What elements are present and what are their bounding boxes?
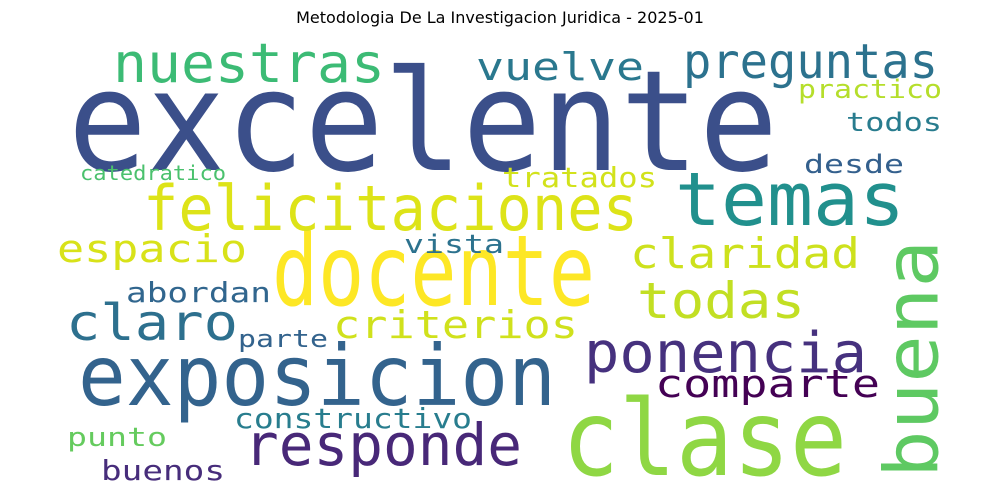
word-excelente: excelente: [68, 41, 778, 204]
word-parte: parte: [238, 325, 328, 353]
word-clase: clase: [562, 378, 847, 500]
word-ponencia: ponencia: [584, 321, 867, 386]
word-vuelve: vuelve: [476, 45, 644, 89]
word-abordan: abordan: [126, 276, 271, 309]
word-todas: todas: [637, 272, 805, 330]
word-todos: todos: [846, 108, 942, 138]
word-constructivo: constructivo: [234, 402, 472, 435]
word-catedratico: catedratico: [80, 161, 226, 185]
word-claridad: claridad: [630, 229, 860, 278]
word-practico: practico: [798, 75, 942, 105]
word-comparte: comparte: [655, 362, 880, 406]
word-espacio: espacio: [57, 227, 247, 271]
word-buena: buena: [870, 240, 956, 478]
word-responde: responde: [244, 411, 522, 479]
word-exposicion: exposicion: [78, 327, 556, 425]
word-preguntas: preguntas: [683, 34, 938, 90]
word-claro: claro: [66, 294, 238, 352]
word-vista: vista: [404, 230, 504, 260]
word-nuestras: nuestras: [113, 32, 385, 95]
word-temas: temas: [675, 157, 905, 243]
chart-title: Metodologia De La Investigacion Juridica…: [296, 8, 704, 27]
word-desde: desde: [804, 150, 904, 180]
word-buenos: buenos: [101, 454, 225, 487]
word-punto: punto: [67, 423, 167, 453]
word-felicitaciones: felicitaciones: [143, 172, 638, 245]
word-docente: docente: [272, 215, 595, 329]
word-tratados: tratados: [502, 161, 657, 194]
word-criterios: criterios: [333, 303, 578, 347]
